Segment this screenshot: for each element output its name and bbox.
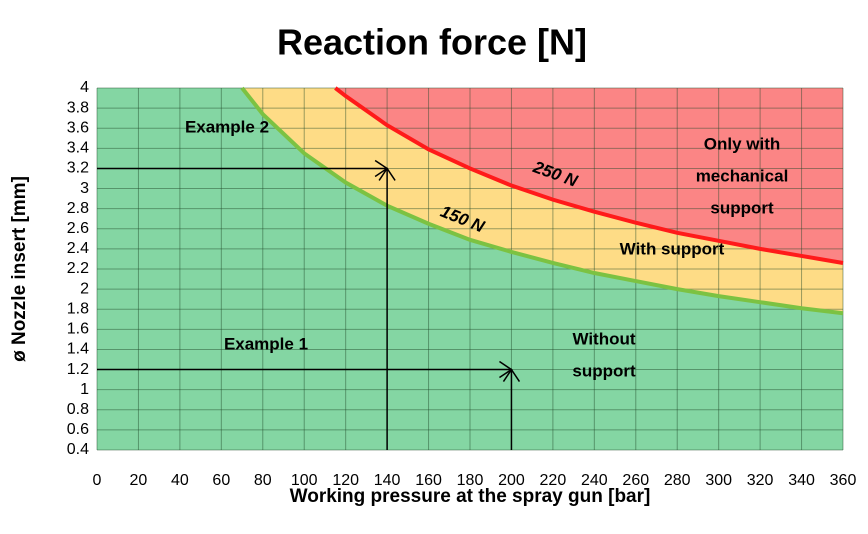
region-label: With support [620, 239, 725, 258]
y-tick-label: 3.2 [67, 160, 89, 177]
y-tick-label: 1.2 [67, 361, 89, 378]
y-tick-label: 1.6 [67, 321, 89, 338]
y-tick-label: 2 [80, 280, 89, 297]
x-tick-label: 180 [457, 472, 484, 489]
arrow-head [502, 368, 521, 382]
x-tick-label: 300 [705, 472, 732, 489]
region-label: Without [572, 329, 635, 348]
x-tick-label: 60 [212, 472, 230, 489]
x-tick-label: 320 [747, 472, 774, 489]
x-tick-label: 0 [93, 472, 102, 489]
region-label: mechanical [696, 166, 789, 185]
y-tick-label: 3.4 [67, 140, 89, 157]
region-label: Only with [704, 134, 781, 153]
x-tick-label: 80 [254, 472, 272, 489]
y-tick-label: 0.4 [67, 441, 89, 458]
x-tick-label: 240 [581, 472, 608, 489]
arrow-head [378, 167, 396, 181]
x-tick-label: 40 [171, 472, 189, 489]
x-tick-label: 220 [540, 472, 567, 489]
x-tick-label: 20 [130, 472, 148, 489]
y-tick-label: 2.8 [67, 200, 89, 217]
y-axis-title: ø Nozzle insert [mm] [9, 176, 30, 362]
y-tick-label: 1.4 [67, 341, 89, 358]
y-tick-label: 0.8 [67, 401, 89, 418]
y-tick-label: 2.6 [67, 220, 89, 237]
x-tick-label: 260 [622, 472, 649, 489]
region-label: support [572, 361, 636, 380]
chart-title: Reaction force [N] [277, 22, 587, 63]
x-tick-label: 100 [291, 472, 318, 489]
region-label: support [710, 198, 774, 217]
x-tick-label: 140 [374, 472, 401, 489]
y-tick-label: 1.8 [67, 300, 89, 317]
y-tick-label: 2.2 [67, 260, 89, 277]
y-tick-label: 2.4 [67, 240, 89, 257]
x-tick-label: 120 [332, 472, 359, 489]
y-tick-label: 3.6 [67, 119, 89, 136]
y-tick-label: 0.6 [67, 421, 89, 438]
x-tick-label: 200 [498, 472, 525, 489]
x-tick-label: 160 [415, 472, 442, 489]
example-label: Example 1 [224, 334, 308, 353]
x-tick-label: 360 [830, 472, 857, 489]
y-tick-label: 1 [80, 381, 89, 398]
x-tick-label: 340 [788, 472, 815, 489]
x-axis-title: Working pressure at the spray gun [bar] [290, 486, 651, 507]
zone [335, 88, 843, 263]
y-tick-label: 3.8 [67, 99, 89, 116]
y-tick-label: 4 [80, 79, 89, 96]
force-curve [334, 86, 844, 265]
x-tick-label: 280 [664, 472, 691, 489]
example-label: Example 2 [185, 117, 269, 136]
y-tick-label: 3 [80, 180, 89, 197]
